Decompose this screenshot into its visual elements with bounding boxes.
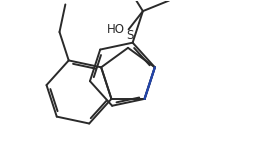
Text: S: S — [126, 29, 134, 42]
Text: HO: HO — [107, 23, 125, 36]
